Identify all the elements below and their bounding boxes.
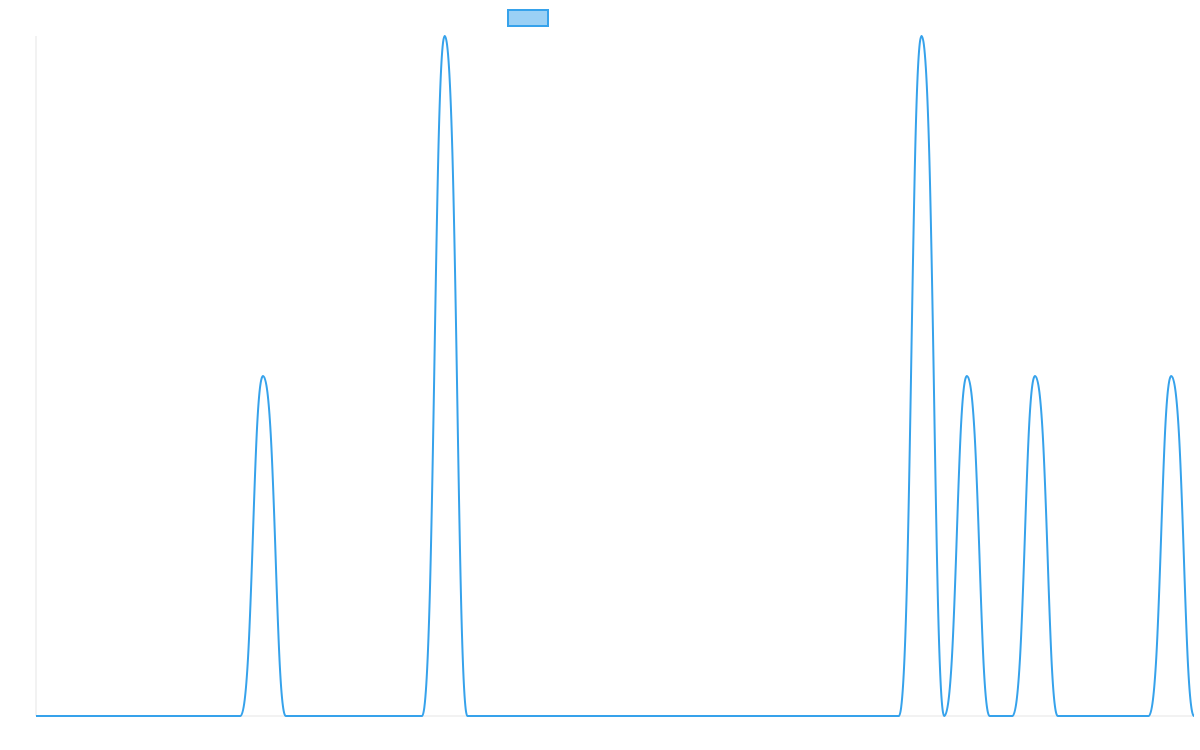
axes [35,36,1194,717]
series-layer [36,34,1195,718]
legend[interactable] [507,9,549,27]
legend-swatch[interactable] [507,9,549,27]
series-line-0[interactable] [36,34,1195,718]
